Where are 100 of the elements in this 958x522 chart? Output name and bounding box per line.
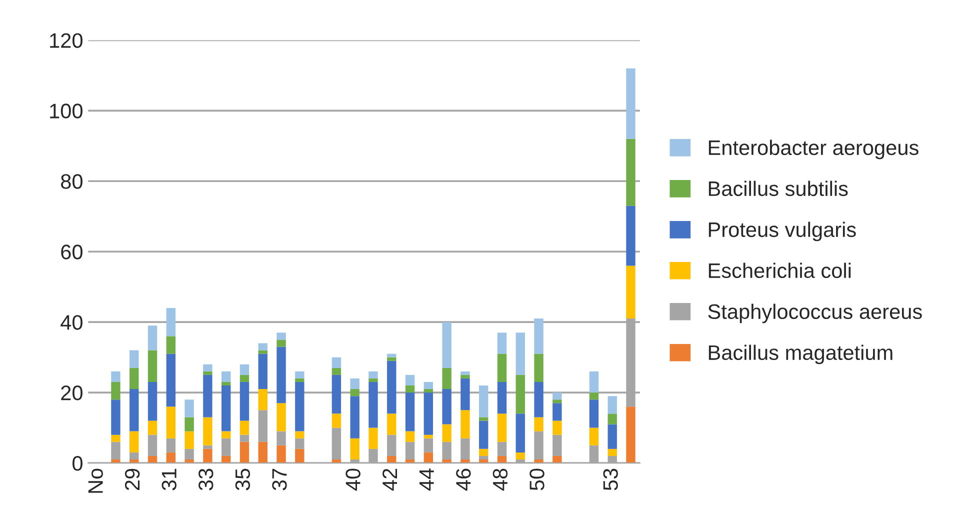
bar: [626, 68, 636, 139]
bar: [240, 382, 250, 421]
bar: [295, 438, 304, 449]
bar: [276, 332, 286, 340]
bar: [387, 357, 396, 361]
bar: [240, 364, 250, 375]
bar: [130, 368, 139, 390]
x-tick-label: 48: [492, 468, 508, 491]
bar: [424, 392, 434, 435]
bar: [405, 385, 415, 393]
bar: [424, 382, 434, 390]
bar: [221, 456, 231, 464]
bar: [276, 346, 286, 404]
bar: [424, 434, 434, 438]
bar: [240, 434, 250, 442]
bar: [166, 336, 176, 354]
bar: [442, 322, 452, 368]
x-tick-label: 31: [162, 468, 176, 490]
bar: [626, 266, 636, 319]
x-tick-label: 33: [198, 468, 214, 490]
y-tick-label: 60: [61, 244, 82, 260]
legend-label: Escherichia coli: [708, 262, 851, 278]
bar: [589, 400, 599, 428]
bar: [589, 371, 599, 393]
bar: [479, 448, 488, 456]
bar: [148, 382, 158, 421]
bar: [497, 332, 507, 354]
bar: [276, 340, 286, 347]
bar: [424, 452, 434, 464]
bar: [258, 343, 268, 350]
bar: [184, 417, 194, 432]
bar: [240, 420, 250, 435]
bar: [479, 385, 488, 418]
bar: [552, 403, 562, 421]
bar: [276, 431, 286, 446]
y-tick-label: 40: [60, 315, 82, 330]
bar: [460, 438, 470, 460]
x-tick-label: 37: [272, 468, 287, 490]
bar: [534, 318, 544, 354]
bar: [387, 434, 396, 456]
bar: [516, 452, 525, 460]
bar: [552, 456, 562, 464]
bar: [130, 431, 139, 452]
y-tick-label: 120: [50, 33, 82, 48]
bar: [203, 445, 212, 449]
x-tick-label: 29: [124, 468, 140, 490]
bar: [258, 389, 268, 410]
x-tick-label: 40: [346, 468, 360, 491]
bar: [276, 445, 286, 464]
bar: [295, 371, 304, 378]
bar: [203, 364, 212, 372]
bar: [497, 456, 507, 464]
bar: [111, 442, 120, 460]
bar: [589, 428, 599, 446]
bar: [405, 431, 415, 442]
bar: [626, 138, 636, 206]
x-tick-label: 44: [419, 468, 434, 491]
bar: [221, 431, 231, 438]
bar: [184, 400, 194, 418]
bar: [130, 452, 139, 460]
legend-label: Enterobacter aerogeus: [708, 140, 918, 160]
bar: [350, 389, 360, 396]
bar: [405, 374, 415, 386]
bar: [442, 424, 452, 442]
y-tick-label: 20: [61, 386, 82, 400]
x-tick-label: 46: [456, 468, 471, 491]
bar: [497, 414, 507, 442]
bar: [442, 389, 452, 424]
bar: [552, 420, 562, 435]
bar: [332, 414, 342, 428]
bar: [184, 448, 194, 460]
bar: [350, 396, 360, 438]
bar: [111, 434, 120, 442]
bar: [608, 448, 617, 456]
bar: [479, 456, 488, 460]
x-tick-label: 35: [235, 468, 250, 490]
bar: [258, 442, 268, 464]
bar: [608, 396, 617, 414]
bar: [166, 452, 176, 464]
bar: [534, 354, 544, 382]
bar: [295, 378, 304, 382]
bar: [460, 378, 470, 410]
bar: [148, 456, 158, 464]
y-tick-label: 100: [50, 104, 82, 118]
bar: [442, 442, 452, 460]
bar: [111, 382, 120, 400]
bar: [552, 434, 562, 456]
bar: [350, 378, 360, 390]
bar: [516, 374, 525, 414]
bar: [534, 431, 544, 460]
y-tick-label: 80: [61, 174, 82, 189]
bar: [405, 392, 415, 432]
bar: [203, 448, 212, 464]
bar: [258, 410, 268, 442]
bar: [368, 371, 378, 378]
bar: [424, 438, 434, 452]
bar: [276, 403, 286, 432]
bar: [111, 371, 120, 382]
y-tick-label: 0: [72, 456, 82, 471]
bar: [460, 374, 470, 378]
